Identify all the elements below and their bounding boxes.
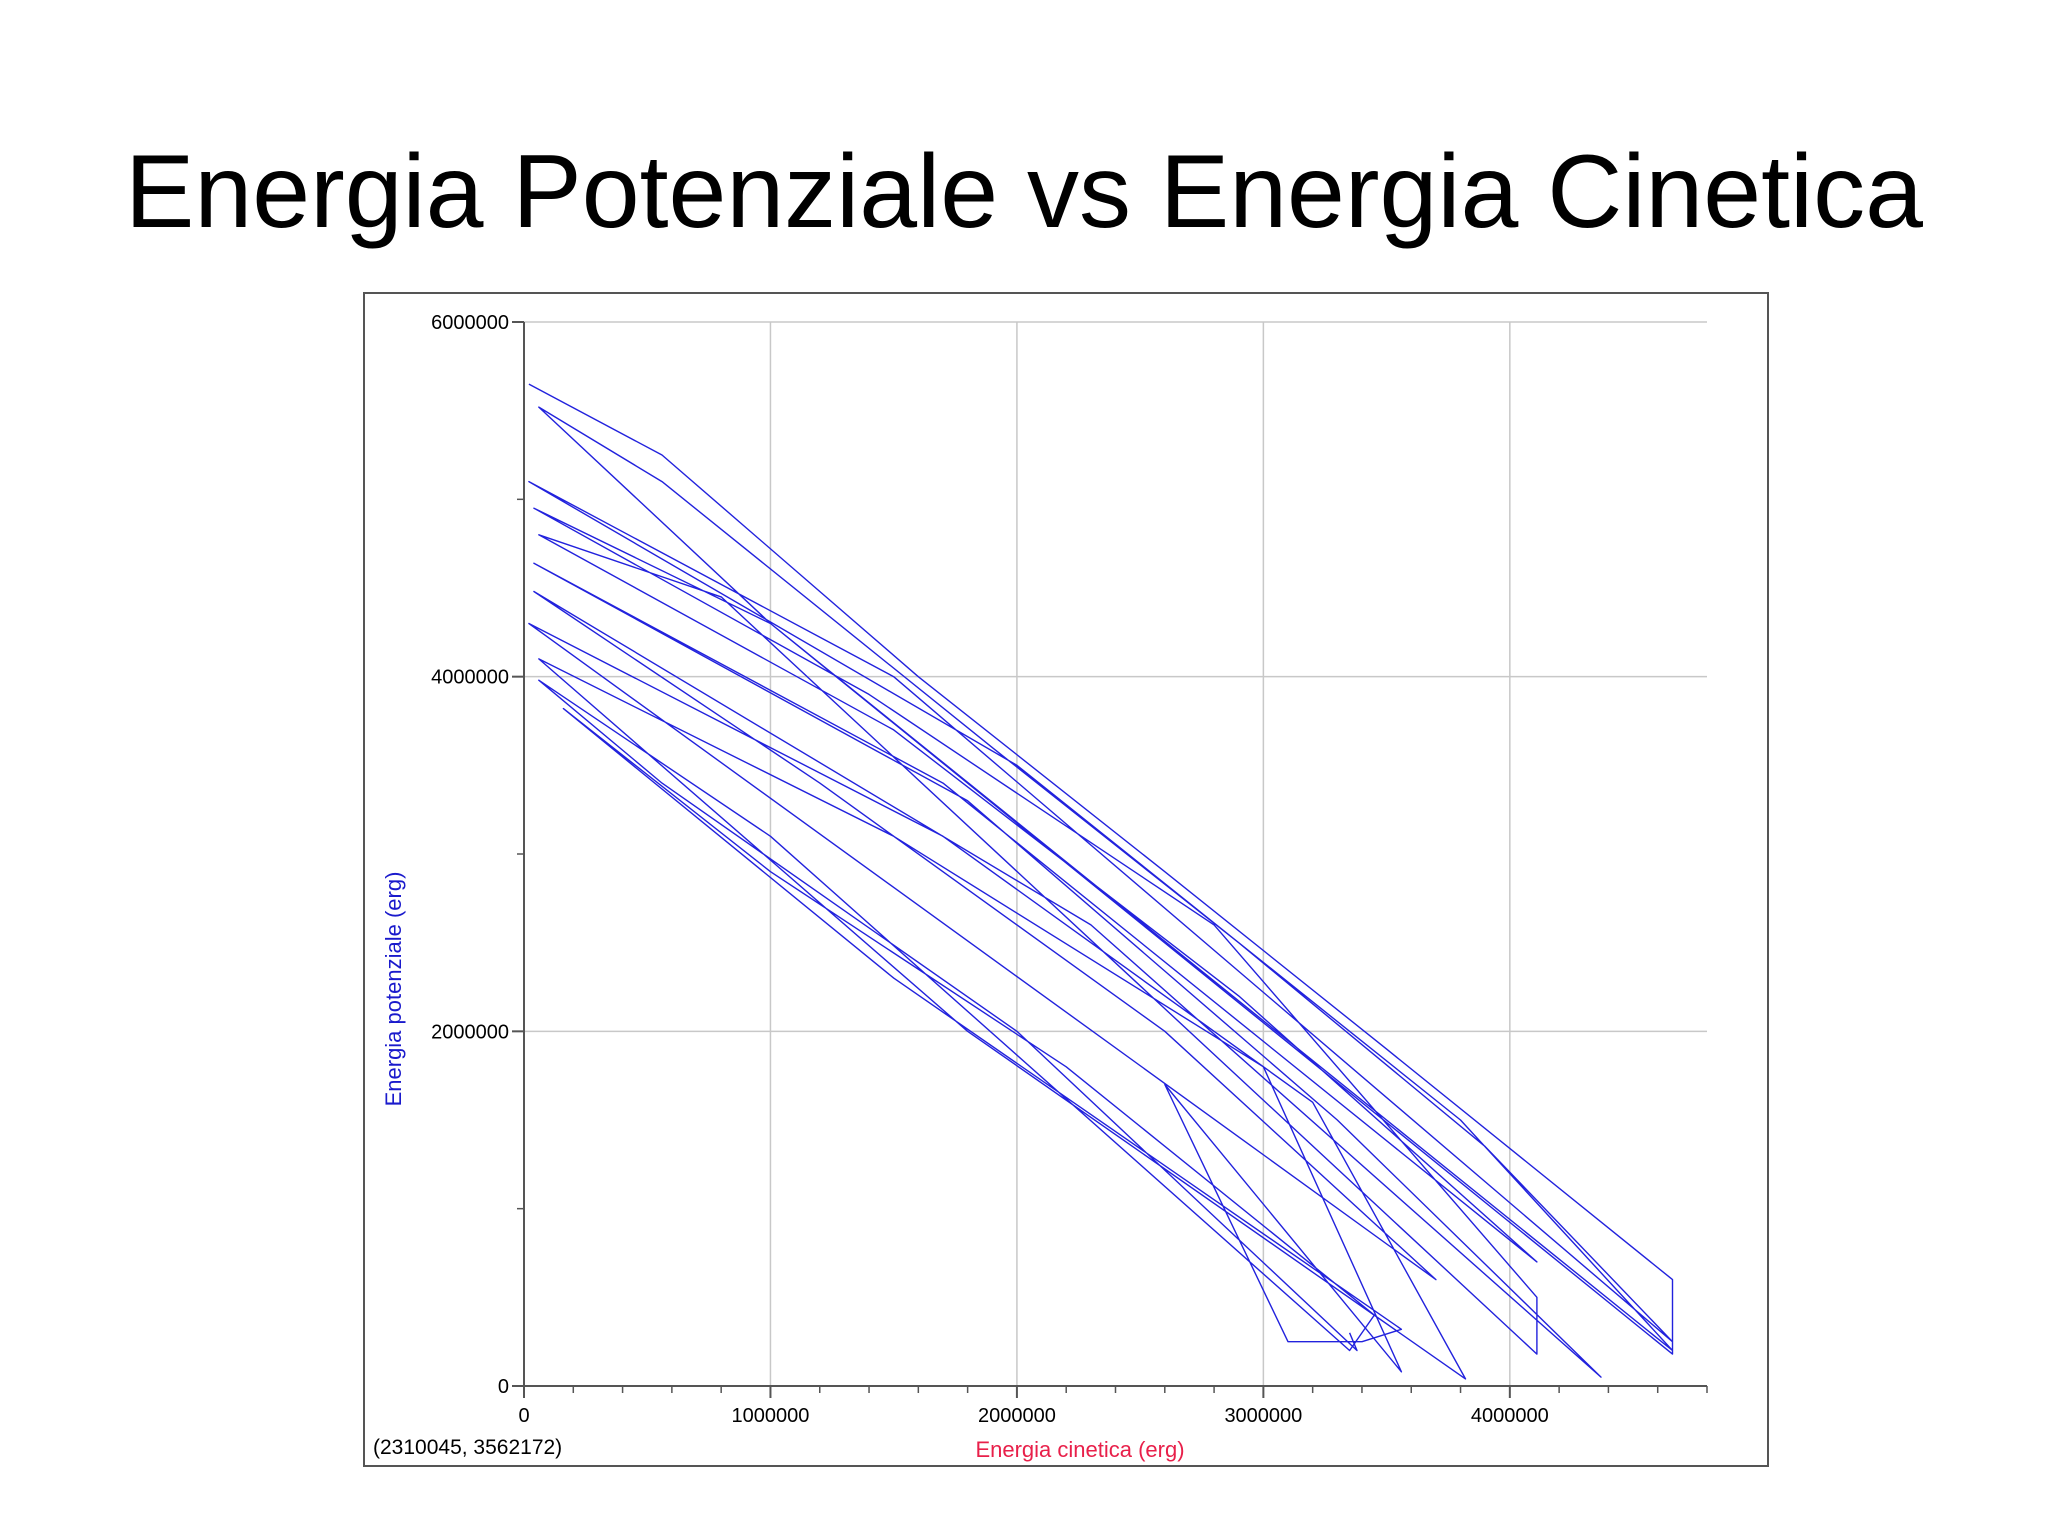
axes: 0 1000000 2000000 3000000 4000000 0 2000000 400… [431, 312, 1708, 1427]
series-line [528, 383, 1674, 1380]
chart: 0 1000000 2000000 3000000 4000000 0 2000000 400… [373, 312, 1708, 1462]
slide-title: Energia Potenziale vs Energia Cinetica [125, 134, 1923, 250]
y-tick-label: 0 [498, 1376, 509, 1398]
y-tick-label: 4000000 [431, 667, 509, 689]
x-tick-label: 1000000 [732, 1405, 810, 1427]
series-layer [528, 383, 1674, 1380]
plot-frame: 0 1000000 2000000 3000000 4000000 0 2000000 400… [363, 292, 1769, 1467]
x-tick-label: 4000000 [1471, 1405, 1549, 1427]
y-tick-label: 2000000 [431, 1021, 509, 1043]
x-tick-label: 3000000 [1224, 1405, 1302, 1427]
coordinate-readout: (2310045, 3562172) [373, 1436, 562, 1459]
x-axis-title: Energia cinetica (erg) [975, 1437, 1184, 1462]
x-tick-label: 0 [518, 1405, 529, 1427]
y-axis-title: Energia potenziale (erg) [381, 872, 406, 1107]
x-tick-label: 2000000 [978, 1405, 1056, 1427]
grid-lines [524, 321, 1707, 1386]
y-tick-label: 6000000 [431, 312, 509, 334]
